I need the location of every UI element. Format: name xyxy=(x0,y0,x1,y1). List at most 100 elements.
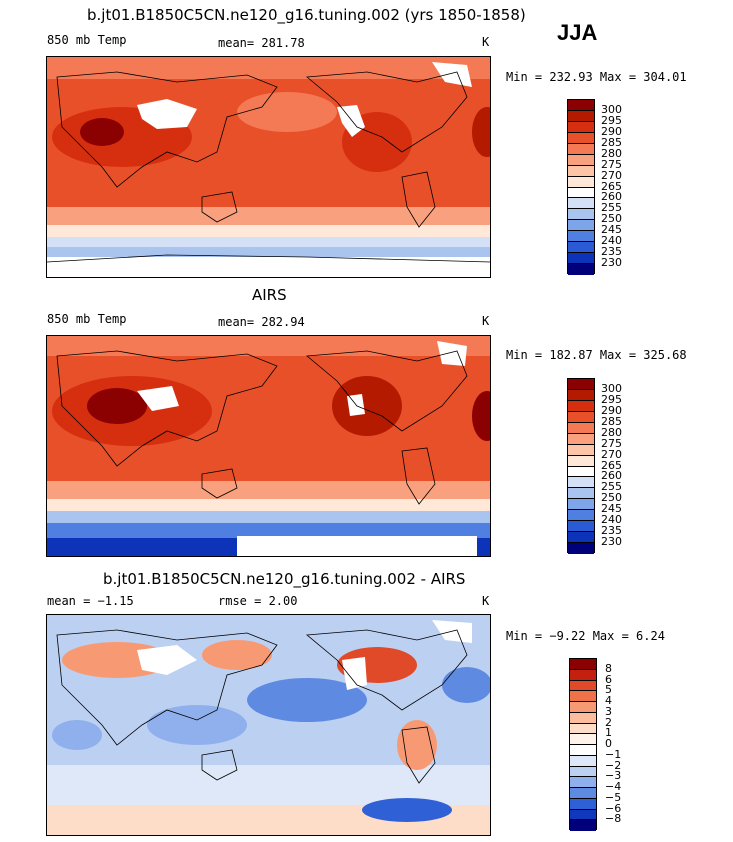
colorbar-swatch xyxy=(568,455,594,467)
colorbar-swatch xyxy=(568,379,594,390)
colorbar-swatch xyxy=(568,110,594,122)
panel1-mean: mean= 281.78 xyxy=(218,36,305,50)
colorbar-swatch xyxy=(568,521,594,533)
colorbar-label: 230 xyxy=(601,535,622,549)
panel1-title: b.jt01.B1850C5CN.ne120_g16.tuning.002 (y… xyxy=(87,6,526,24)
colorbar-label: 240 xyxy=(601,234,622,248)
colorbar-swatch xyxy=(570,755,596,767)
colorbar-swatch xyxy=(568,422,594,434)
colorbar-label: 260 xyxy=(601,190,622,204)
colorbar-label: 265 xyxy=(601,179,622,193)
colorbar-label: −1 xyxy=(605,747,622,761)
season-label: JJA xyxy=(557,20,598,45)
colorbar-label: −2 xyxy=(605,758,622,772)
colorbar-label: 285 xyxy=(601,414,622,428)
colorbar-label: 275 xyxy=(601,157,622,171)
colorbar-swatch xyxy=(570,702,596,713)
colorbar-swatch xyxy=(568,466,594,478)
colorbar-swatch xyxy=(568,165,594,177)
colorbar-swatch xyxy=(568,176,594,188)
colorbar-swatch xyxy=(568,510,594,522)
panel3-colorbar xyxy=(569,658,597,831)
colorbar-label: −3 xyxy=(605,769,622,783)
colorbar-swatch xyxy=(568,532,594,544)
colorbar-swatch xyxy=(568,488,594,500)
colorbar-swatch xyxy=(568,231,594,243)
colorbar-label: 245 xyxy=(601,223,622,237)
colorbar-swatch xyxy=(568,433,594,445)
colorbar-label: 230 xyxy=(601,256,622,270)
colorbar-swatch xyxy=(568,121,594,133)
colorbar-swatch xyxy=(568,543,594,554)
colorbar-label: 4 xyxy=(605,694,612,707)
panel3-title: b.jt01.B1850C5CN.ne120_g16.tuning.002 - … xyxy=(103,570,466,588)
colorbar-label: 2 xyxy=(605,715,612,729)
panel3-map xyxy=(46,614,491,836)
panel3-units: K xyxy=(482,594,490,608)
panel3-rmse: rmse = 2.00 xyxy=(218,594,298,608)
panel2-map xyxy=(46,335,491,557)
colorbar-swatch xyxy=(568,220,594,232)
colorbar-swatch xyxy=(570,734,596,745)
colorbar-swatch xyxy=(570,669,596,681)
colorbar-label: −8 xyxy=(605,812,622,826)
colorbar-label: 300 xyxy=(601,102,622,116)
colorbar-label: 270 xyxy=(601,168,622,182)
colorbar-swatch xyxy=(568,264,594,275)
colorbar-label: 260 xyxy=(601,469,622,483)
panel1-units: K xyxy=(482,35,490,49)
colorbar-label: 280 xyxy=(601,425,622,439)
colorbar-swatch xyxy=(570,820,596,831)
colorbar-label: 295 xyxy=(601,113,622,127)
colorbar-label: 3 xyxy=(605,704,612,718)
colorbar-swatch xyxy=(570,745,596,756)
colorbar-swatch xyxy=(568,100,594,111)
colorbar-swatch xyxy=(570,788,596,799)
colorbar-swatch xyxy=(568,411,594,423)
colorbar-swatch xyxy=(568,242,594,254)
panel3-minmax: Min = −9.22 Max = 6.24 xyxy=(506,629,665,643)
colorbar-label: 8 xyxy=(605,661,612,675)
panel2-field-label: 850 mb Temp xyxy=(47,312,127,326)
colorbar-swatch xyxy=(568,400,594,412)
colorbar-label: 0 xyxy=(605,737,612,750)
colorbar-label: 240 xyxy=(601,513,622,527)
colorbar-label: 300 xyxy=(601,381,622,395)
panel1-field-label: 850 mb Temp xyxy=(47,33,127,47)
panel1-map xyxy=(46,56,491,278)
colorbar-swatch xyxy=(568,477,594,489)
colorbar-label: 255 xyxy=(601,201,622,215)
colorbar-label: 290 xyxy=(601,124,622,138)
colorbar-label: 265 xyxy=(601,458,622,472)
colorbar-swatch xyxy=(570,723,596,735)
colorbar-swatch xyxy=(568,143,594,155)
colorbar-swatch xyxy=(568,444,594,456)
colorbar-swatch xyxy=(570,809,596,821)
colorbar-label: 250 xyxy=(601,212,622,226)
colorbar-swatch xyxy=(568,198,594,210)
colorbar-swatch xyxy=(570,777,596,788)
colorbar-swatch xyxy=(570,659,596,670)
colorbar-label: 235 xyxy=(601,524,622,538)
colorbar-swatch xyxy=(568,499,594,511)
colorbar-swatch xyxy=(568,253,594,265)
colorbar-swatch xyxy=(570,691,596,702)
panel2-minmax: Min = 182.87 Max = 325.68 xyxy=(506,348,687,362)
panel2-mean: mean= 282.94 xyxy=(218,315,305,329)
colorbar-label: −5 xyxy=(605,790,622,804)
panel3-mean: mean = −1.15 xyxy=(47,594,134,608)
colorbar-swatch xyxy=(568,389,594,401)
colorbar-swatch xyxy=(568,209,594,221)
colorbar-swatch xyxy=(570,712,596,724)
colorbar-swatch xyxy=(568,187,594,199)
colorbar-label: 285 xyxy=(601,135,622,149)
colorbar-label: 255 xyxy=(601,480,622,494)
colorbar-swatch xyxy=(570,766,596,778)
panel1-minmax: Min = 232.93 Max = 304.01 xyxy=(506,70,687,84)
colorbar-label: 290 xyxy=(601,403,622,417)
colorbar-label: 295 xyxy=(601,392,622,406)
colorbar-label: 235 xyxy=(601,245,622,259)
colorbar-swatch xyxy=(568,154,594,166)
panel2-colorbar xyxy=(567,378,595,554)
colorbar-label: 5 xyxy=(605,683,612,697)
